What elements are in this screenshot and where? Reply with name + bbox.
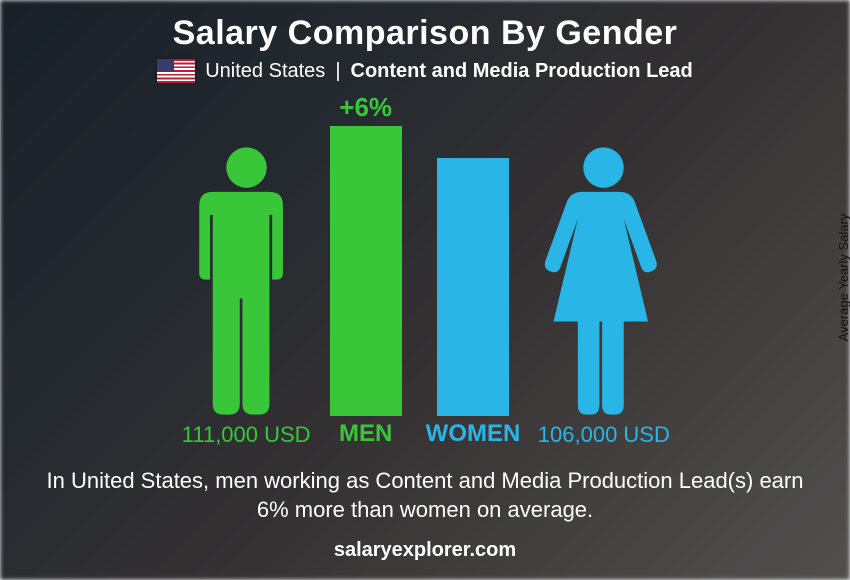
men-label: MEN xyxy=(339,420,392,448)
men-group: 111,000 USD +6% MEN xyxy=(179,126,402,448)
job-title: Content and Media Production Lead xyxy=(351,60,693,83)
men-bar-col: +6% MEN xyxy=(330,126,402,448)
men-figure-col: 111,000 USD xyxy=(179,146,314,448)
subtitle-row: United States | Content and Media Produc… xyxy=(157,59,693,83)
separator: | xyxy=(335,60,340,83)
country-label: United States xyxy=(205,60,325,83)
women-figure-col: 106,000 USD xyxy=(536,146,671,448)
infographic-content: Salary Comparison By Gender United State… xyxy=(0,0,850,580)
footer: salaryexplorer.com xyxy=(334,539,516,562)
men-salary: 111,000 USD xyxy=(182,422,311,448)
men-delta: +6% xyxy=(339,92,392,123)
page-title: Salary Comparison By Gender xyxy=(173,14,678,53)
man-icon xyxy=(179,146,314,416)
women-bar-col: WOMEN xyxy=(426,158,521,448)
women-bar xyxy=(437,158,509,416)
us-flag-icon xyxy=(157,59,195,83)
women-salary: 106,000 USD xyxy=(538,422,670,448)
women-group: 106,000 USD WOMEN xyxy=(426,146,672,448)
caption: In United States, men working as Content… xyxy=(35,466,815,525)
men-bar xyxy=(330,126,402,416)
y-axis-label: Average Yearly Salary xyxy=(837,214,850,342)
woman-icon xyxy=(536,146,671,416)
women-label: WOMEN xyxy=(426,420,521,448)
chart-area: Average Yearly Salary 111,000 USD +6% ME… xyxy=(0,83,850,458)
